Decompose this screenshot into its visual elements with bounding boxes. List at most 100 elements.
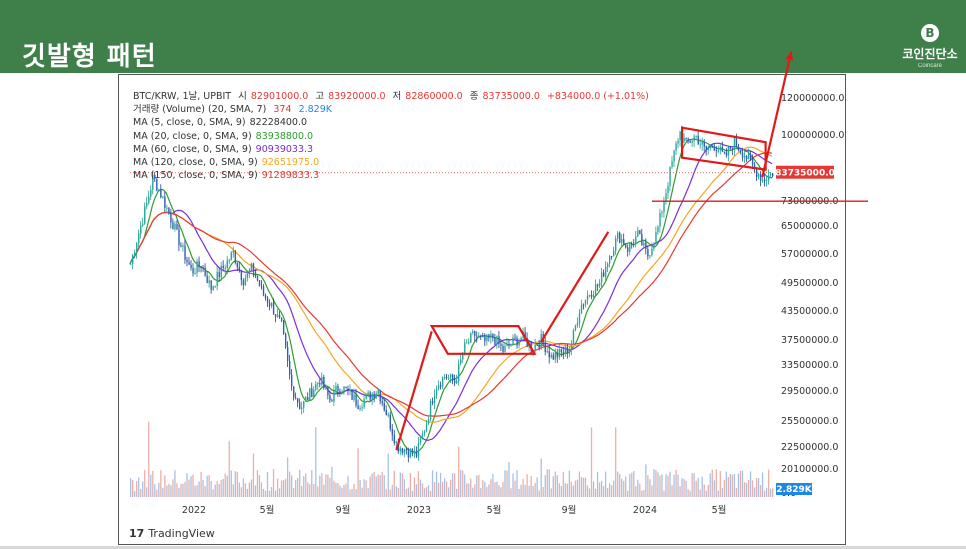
volume-bar: [526, 474, 528, 497]
candle-body: [576, 322, 579, 326]
volume-bar: [375, 476, 377, 497]
volume-bar: [480, 488, 482, 497]
candle-body: [230, 252, 233, 260]
candle-body: [458, 363, 460, 381]
volume-bar: [228, 441, 230, 497]
candle-body: [180, 245, 182, 247]
volume-bar: [393, 470, 395, 497]
candle-body: [659, 212, 661, 227]
candle-body: [357, 405, 359, 410]
volume-bar: [178, 487, 180, 497]
candle-body: [208, 280, 210, 284]
candle-body: [252, 263, 255, 272]
candle-body: [667, 185, 669, 194]
candle-body: [236, 262, 239, 268]
volume-bar: [671, 485, 673, 497]
volume-bar: [146, 487, 148, 497]
bitcoin-icon: B: [921, 24, 939, 42]
volume-bar: [301, 485, 303, 497]
candle-body: [313, 389, 315, 398]
volume-bar: [363, 479, 365, 497]
volume-bar: [242, 478, 245, 497]
candle-body: [606, 263, 609, 268]
last-price-label: 83735000.0: [775, 169, 835, 179]
volume-bar: [321, 473, 323, 497]
candle-body: [753, 164, 756, 169]
candle-body: [202, 267, 204, 269]
volume-bar: [224, 473, 226, 497]
candle-body: [715, 149, 718, 151]
volume-bar: [130, 478, 132, 497]
candle-body: [476, 335, 478, 337]
candle-body: [600, 272, 603, 283]
candle-body: [204, 267, 206, 276]
ma-line: [129, 142, 773, 442]
volume-bar: [373, 471, 375, 497]
volume-bar: [759, 485, 762, 497]
volume-bar: [460, 469, 462, 497]
volume-bar: [192, 474, 194, 497]
candle-body: [413, 451, 416, 454]
volume-bar: [288, 471, 291, 497]
volume-bar: [282, 480, 285, 497]
candle-body: [325, 387, 327, 389]
volume-bar: [675, 469, 677, 497]
volume-bar: [610, 485, 613, 497]
volume-bar: [625, 476, 627, 497]
candle-body: [550, 354, 553, 358]
candle-body: [699, 144, 701, 146]
candle-body: [232, 250, 235, 253]
candle-body: [590, 294, 593, 297]
volume-bar: [262, 488, 265, 497]
volume-bar: [554, 471, 556, 497]
legend-ma-row: MA (60, close, 0, SMA, 9) 90939033.3: [133, 143, 314, 155]
candle-body: [673, 150, 675, 162]
volume-bar: [502, 481, 504, 497]
volume-bar: [550, 488, 552, 497]
breakout-arrow-line: [761, 51, 793, 178]
candle-body: [391, 428, 394, 435]
candle-body: [256, 275, 259, 281]
volume-bar: [753, 487, 756, 497]
candle-body: [401, 448, 404, 454]
candle-body: [621, 239, 623, 243]
candle-body: [486, 334, 488, 342]
candle-body: [464, 342, 466, 355]
volume-bar: [431, 470, 434, 497]
volume-bar: [299, 469, 301, 497]
y-tick-label: 33500000.0: [781, 360, 838, 371]
volume-bar: [462, 470, 464, 497]
volume-bar: [349, 489, 351, 497]
volume-bar: [200, 471, 202, 497]
volume-bar: [715, 469, 717, 497]
candle-body: [665, 193, 667, 202]
volume-bar: [319, 475, 321, 497]
y-tick-label: 22500000.0: [781, 442, 838, 453]
volume-bar: [136, 480, 138, 497]
volume-bar: [212, 489, 214, 497]
volume-bar: [405, 488, 408, 497]
candle-body: [462, 354, 464, 360]
volume-bar: [244, 483, 247, 497]
candle-body: [425, 423, 428, 432]
volume-bar: [534, 482, 536, 497]
candle-body: [377, 390, 379, 394]
volume-bar: [558, 483, 560, 497]
volume-bar: [441, 481, 444, 497]
candle-body: [238, 267, 241, 271]
candle-body: [502, 345, 504, 353]
candle-body: [657, 226, 659, 232]
volume-bar: [544, 475, 546, 497]
candle-body: [190, 264, 192, 269]
volume-bar: [649, 479, 651, 497]
volume-bar: [274, 490, 277, 497]
candle-body: [741, 152, 744, 158]
volume-bar: [570, 481, 573, 497]
x-tick-label: 5월: [487, 504, 502, 516]
volume-bar: [647, 475, 649, 497]
candle-body: [431, 401, 434, 404]
volume-bar: [468, 483, 470, 497]
volume-bar: [707, 484, 709, 497]
volume-bar: [594, 488, 597, 497]
volume-bar: [331, 466, 333, 497]
